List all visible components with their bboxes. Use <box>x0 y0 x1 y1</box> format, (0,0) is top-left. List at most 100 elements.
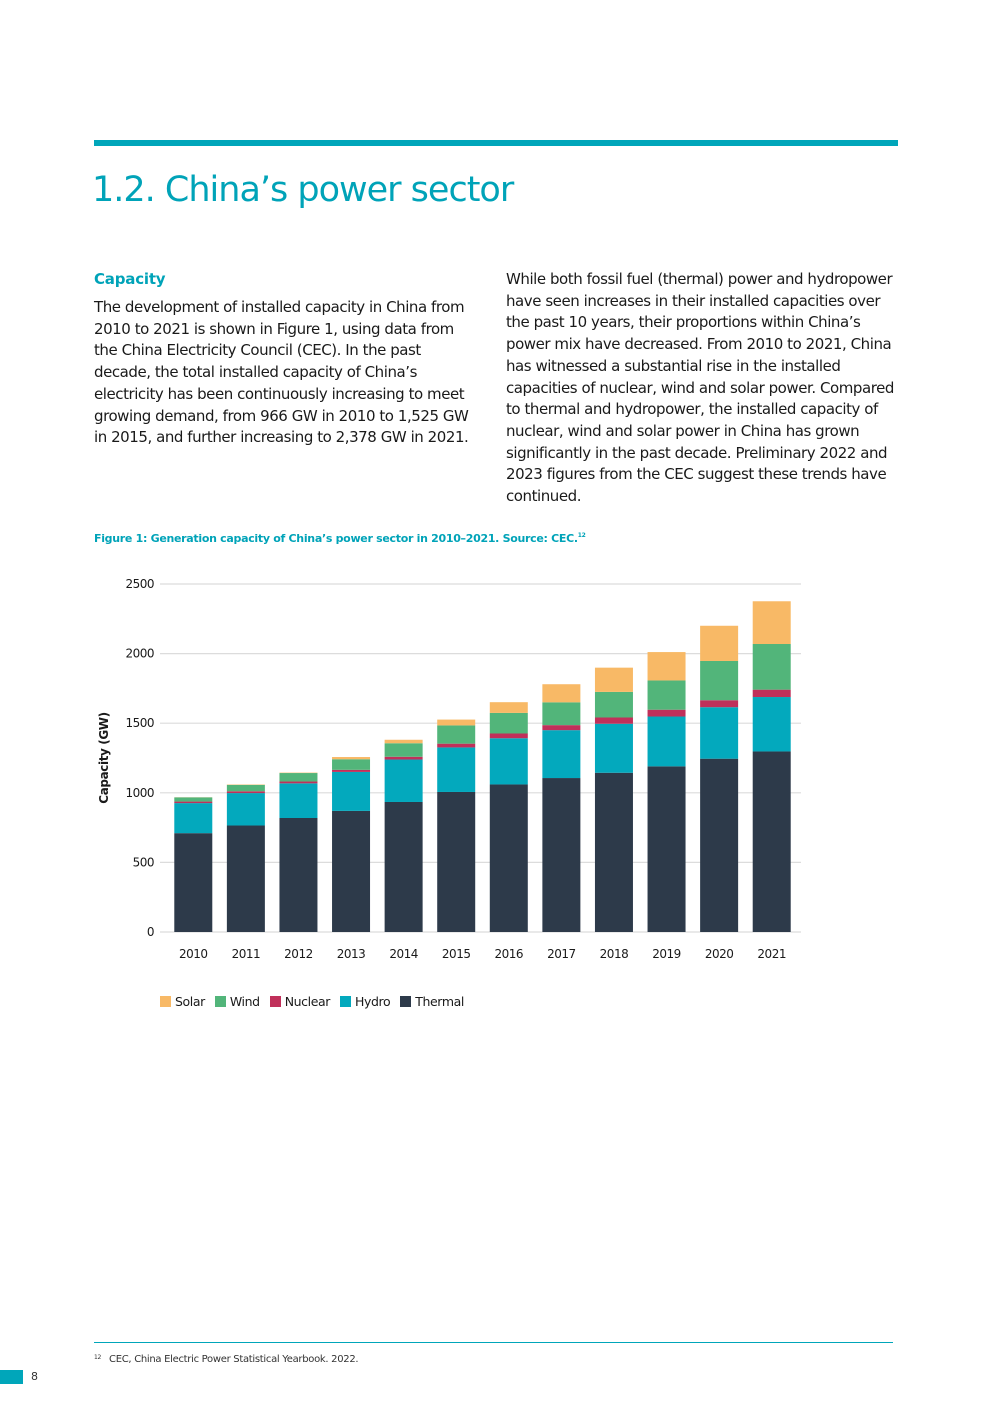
bar-nuclear-2018 <box>594 717 633 724</box>
bar-hydro-2011 <box>226 793 265 826</box>
bar-group-2013 <box>332 757 371 932</box>
bar-hydro-2017 <box>542 730 581 779</box>
x-tick-label: 2013 <box>337 947 366 961</box>
bar-hydro-2018 <box>594 723 633 773</box>
footnote: 12 CEC, China Electric Power Statistical … <box>94 1354 359 1365</box>
bar-group-2012 <box>279 772 318 932</box>
bar-thermal-2017 <box>542 778 581 932</box>
bar-group-2018 <box>594 667 633 932</box>
bar-hydro-2019 <box>647 716 686 767</box>
x-tick-label: 2016 <box>495 947 524 961</box>
chart-y-axis-label: Capacity (GW) <box>97 712 111 803</box>
y-tick-label: 1500 <box>125 716 154 730</box>
y-tick-label: 500 <box>133 855 154 869</box>
legend-item-hydro: Hydro <box>340 994 391 1009</box>
legend-label-solar: Solar <box>175 994 205 1009</box>
legend-item-solar: Solar <box>160 994 205 1009</box>
bar-wind-2021 <box>752 643 791 690</box>
bar-solar-2016 <box>489 702 528 713</box>
bar-hydro-2014 <box>384 759 423 802</box>
figure-caption: Figure 1: Generation capacity of China’s… <box>94 532 586 545</box>
section-heading-capacity: Capacity <box>94 270 166 288</box>
bar-wind-2016 <box>489 712 528 734</box>
figure-caption-text: Figure 1: Generation capacity of China’s… <box>94 532 578 545</box>
bar-nuclear-2019 <box>647 709 686 717</box>
y-tick-label: 1000 <box>125 786 154 800</box>
chart-x-tick-labels: 2010 2011 2012 2013 2014 2015 2016 2017 2018 2019… <box>179 947 786 961</box>
bar-solar-2017 <box>542 684 581 703</box>
x-tick-label: 2021 <box>757 947 786 961</box>
bar-wind-2018 <box>594 691 633 718</box>
bar-group-2019 <box>647 652 686 932</box>
bar-group-2015 <box>437 719 476 932</box>
x-tick-label: 2017 <box>547 947 576 961</box>
y-tick-label: 2000 <box>125 647 154 661</box>
chart-legend: Solar Wind Nuclear Hydro Thermal <box>160 994 464 1009</box>
legend-label-thermal: Thermal <box>415 994 464 1009</box>
legend-swatch-wind <box>214 996 226 1007</box>
chart-y-tick-labels: 0 500 1000 1500 2000 2500 <box>125 577 154 939</box>
figure-caption-footnote-ref[interactable]: 12 <box>577 532 586 539</box>
bar-wind-2020 <box>700 660 739 701</box>
footnote-number: 12 <box>94 1354 102 1361</box>
page-number-tab <box>0 1370 23 1384</box>
page-title: 1.2. China’s power sector <box>92 170 514 210</box>
legend-item-wind: Wind <box>214 994 260 1009</box>
bar-wind-2011 <box>226 784 265 792</box>
right-column: While both fossil fuel (thermal) power a… <box>506 269 898 508</box>
bar-solar-2021 <box>752 601 791 644</box>
right-paragraph: While both fossil fuel (thermal) power a… <box>506 270 894 506</box>
bar-nuclear-2020 <box>700 700 739 708</box>
legend-swatch-solar <box>160 996 171 1007</box>
bar-hydro-2013 <box>332 771 371 811</box>
bar-wind-2015 <box>437 725 476 744</box>
bar-wind-2013 <box>332 759 371 770</box>
x-tick-label: 2015 <box>442 947 471 961</box>
bar-thermal-2013 <box>332 810 371 932</box>
bar-thermal-2018 <box>594 772 633 932</box>
footnote-rule <box>94 1342 893 1343</box>
footnote-text: CEC, China Electric Power Statistical Ye… <box>109 1354 359 1365</box>
y-tick-label: 2500 <box>125 577 154 591</box>
x-tick-label: 2010 <box>179 947 208 961</box>
x-tick-label: 2014 <box>389 947 418 961</box>
legend-label-wind: Wind <box>229 994 260 1009</box>
bar-nuclear-2021 <box>752 689 791 698</box>
x-tick-label: 2020 <box>705 947 734 961</box>
page-number: 8 <box>31 1370 38 1383</box>
x-tick-label: 2012 <box>284 947 313 961</box>
bar-group-2021 <box>752 601 791 932</box>
bar-thermal-2020 <box>700 758 739 932</box>
legend-swatch-thermal <box>400 996 412 1007</box>
bar-nuclear-2012 <box>279 781 318 784</box>
bar-group-2016 <box>489 702 528 932</box>
bar-solar-2019 <box>647 652 686 681</box>
y-tick-label: 0 <box>147 925 154 939</box>
bar-group-2017 <box>542 684 581 932</box>
bar-group-2014 <box>384 739 423 932</box>
bar-hydro-2010 <box>174 803 213 834</box>
bar-thermal-2016 <box>489 784 528 932</box>
bar-wind-2014 <box>384 743 423 757</box>
bar-thermal-2015 <box>437 791 476 932</box>
chart-gridlines <box>160 583 801 933</box>
top-accent-rule <box>94 140 898 146</box>
bar-hydro-2012 <box>279 783 318 818</box>
bar-solar-2018 <box>594 667 633 692</box>
left-paragraph: The development of installed capacity in… <box>94 298 469 447</box>
bar-thermal-2010 <box>174 833 213 932</box>
bar-thermal-2019 <box>647 766 686 932</box>
bar-wind-2017 <box>542 702 581 726</box>
left-column: Capacity The development of installed ca… <box>94 269 474 449</box>
bar-solar-2020 <box>700 625 739 661</box>
bar-nuclear-2017 <box>542 725 581 731</box>
bar-nuclear-2013 <box>332 769 371 772</box>
bar-hydro-2016 <box>489 738 528 785</box>
bar-group-2011 <box>226 784 265 932</box>
legend-item-nuclear: Nuclear <box>269 994 331 1009</box>
legend-label-nuclear: Nuclear <box>284 994 331 1009</box>
x-tick-label: 2019 <box>652 947 681 961</box>
legend-label-hydro: Hydro <box>355 994 391 1009</box>
bar-group-2020 <box>700 625 739 932</box>
